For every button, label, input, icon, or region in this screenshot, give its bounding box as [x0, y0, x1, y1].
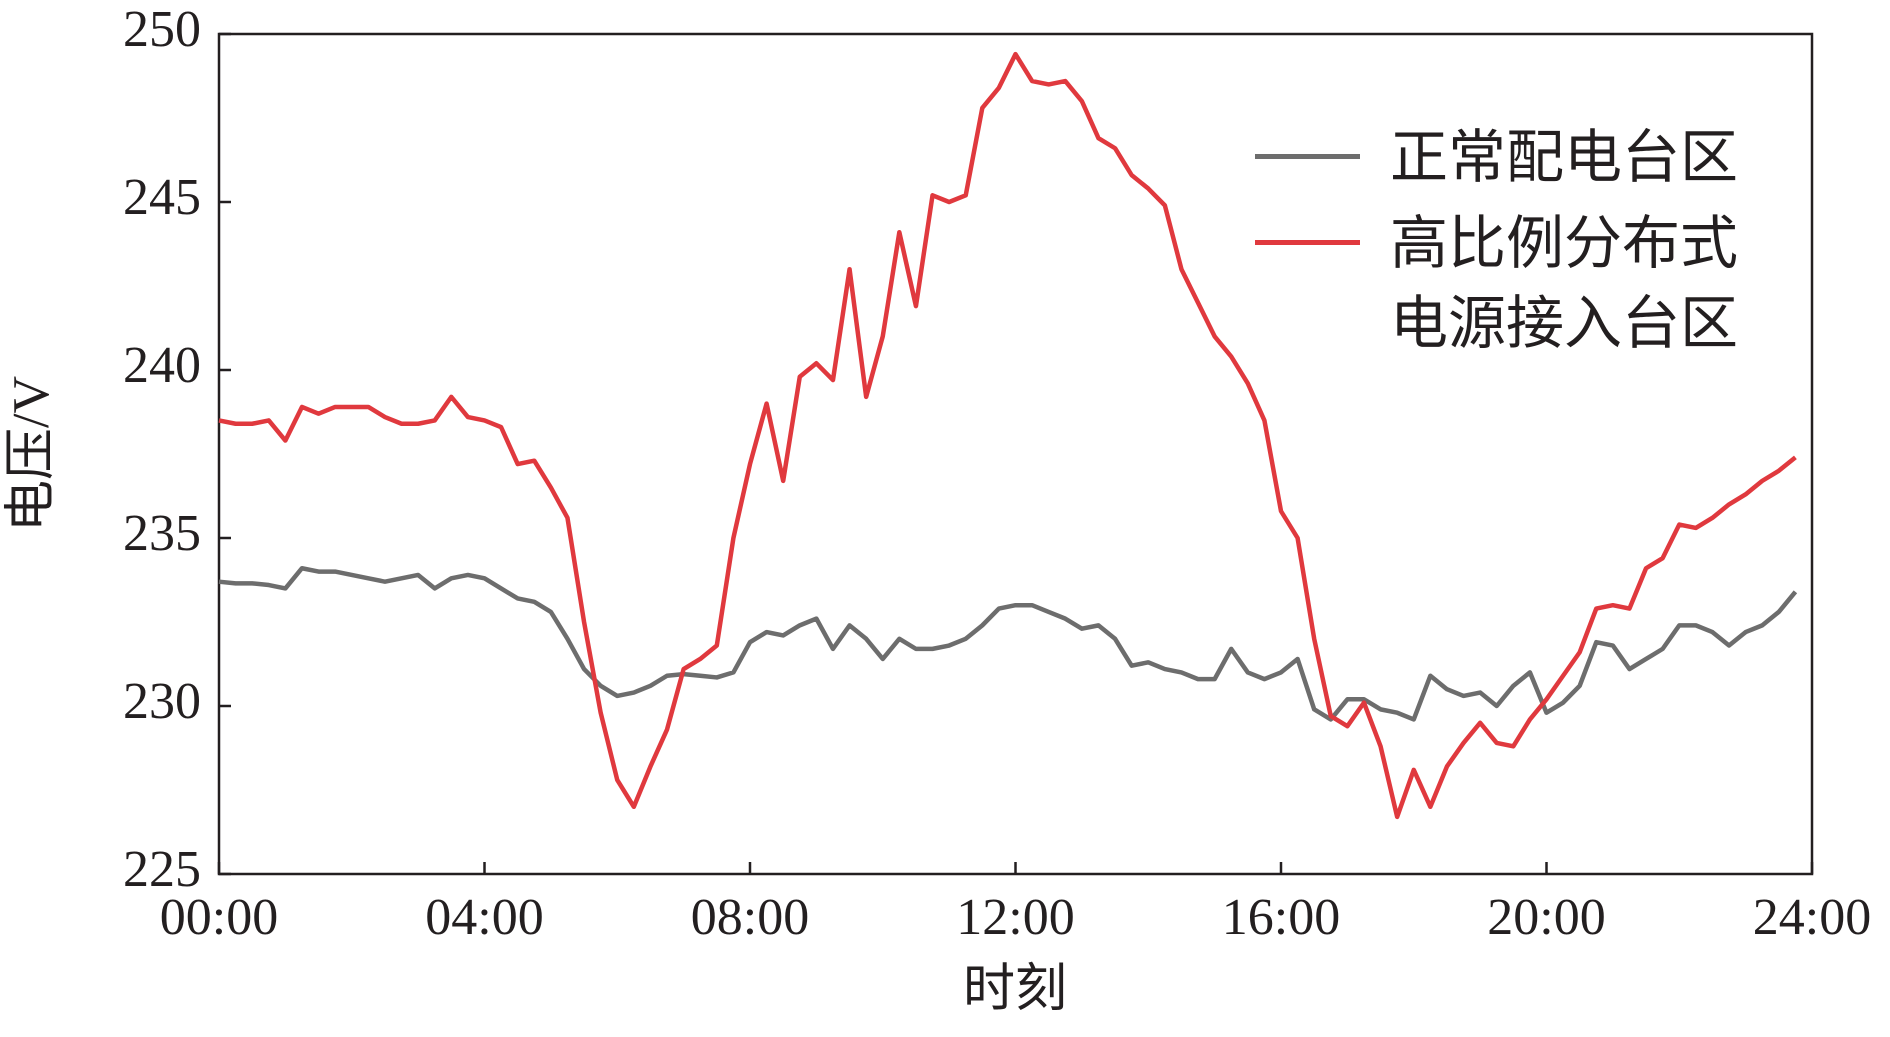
series-line — [218, 51, 1797, 820]
y-tick-label: 240 — [123, 337, 201, 394]
x-tick-label: 16:00 — [1222, 889, 1340, 946]
legend-entry: 正常配电台区 — [1255, 118, 1790, 198]
y-axis-title: 电压/V — [3, 376, 60, 532]
x-tick-label: 20:00 — [1487, 889, 1605, 946]
legend-label: 高比例分布式电源接入台区 — [1390, 211, 1739, 356]
x-axis-title: 时刻 — [963, 961, 1067, 1018]
legend-swatch — [1255, 154, 1360, 159]
legend-label: 正常配电台区 — [1390, 125, 1739, 190]
y-tick-label: 235 — [123, 505, 201, 562]
series-line — [218, 565, 1798, 722]
legend-entry: 高比例分布式电源接入台区 — [1255, 204, 1790, 364]
y-tick-label: 230 — [123, 673, 201, 730]
legend-swatch — [1255, 240, 1360, 245]
x-tick-label: 12:00 — [956, 889, 1074, 946]
x-tick-label: 08:00 — [691, 889, 809, 946]
legend: 正常配电台区高比例分布式电源接入台区 — [1255, 118, 1790, 370]
y-tick-label: 250 — [123, 1, 201, 58]
y-tick-label: 225 — [123, 841, 201, 898]
x-tick-label: 00:00 — [160, 889, 278, 946]
y-tick-label: 245 — [123, 169, 201, 226]
x-tick-label: 04:00 — [425, 889, 543, 946]
x-tick-label: 24:00 — [1753, 889, 1871, 946]
